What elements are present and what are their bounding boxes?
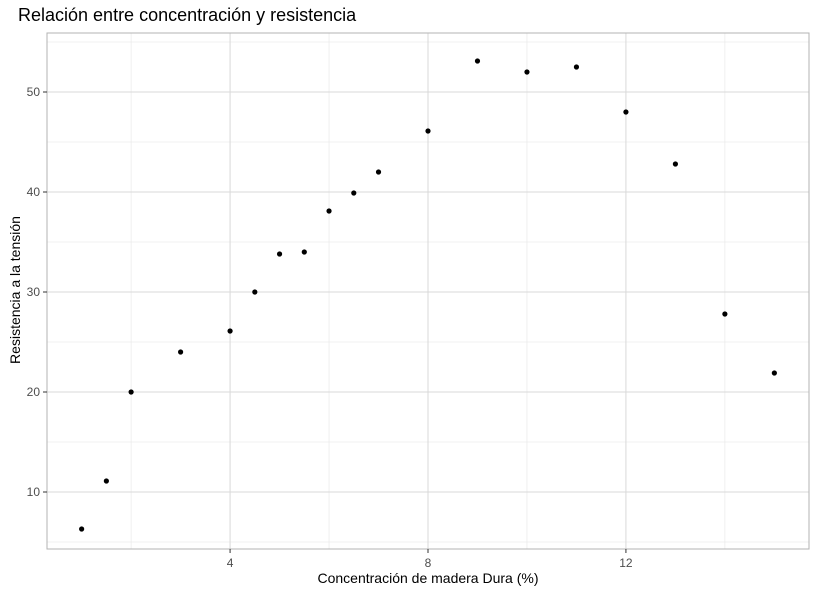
major-gridlines xyxy=(47,33,809,549)
data-point xyxy=(623,109,629,115)
data-point xyxy=(573,64,580,70)
y-tick-label: 10 xyxy=(27,485,41,499)
data-point xyxy=(375,169,382,175)
data-point xyxy=(474,58,481,64)
chart-title: Relación entre concentración y resistenc… xyxy=(18,5,357,25)
y-tick-label: 20 xyxy=(27,385,41,399)
data-point xyxy=(276,251,283,257)
data-point xyxy=(177,349,184,355)
y-axis-title: Resistencia a la tensión xyxy=(7,216,23,364)
y-axis-ticks: 10 20 30 40 50 xyxy=(27,85,47,499)
x-axis-ticks: 4 8 12 xyxy=(227,549,633,570)
data-point xyxy=(524,69,530,75)
y-tick-label: 30 xyxy=(27,285,41,299)
data-point xyxy=(722,311,728,317)
x-tick-label: 12 xyxy=(619,556,633,570)
data-point xyxy=(128,389,134,395)
x-tick-label: 8 xyxy=(425,556,432,570)
data-point xyxy=(425,128,431,134)
data-point xyxy=(326,208,332,214)
data-point xyxy=(79,526,85,532)
data-point xyxy=(351,190,357,196)
x-axis-title: Concentración de madera Dura (%) xyxy=(317,570,539,586)
data-point xyxy=(771,370,777,376)
data-point xyxy=(672,161,679,167)
data-point xyxy=(227,328,233,334)
y-tick-label: 50 xyxy=(27,85,41,99)
data-points xyxy=(79,58,777,532)
y-tick-label: 40 xyxy=(27,185,41,199)
x-tick-label: 4 xyxy=(227,556,234,570)
data-point xyxy=(103,478,109,484)
data-point xyxy=(252,289,258,295)
data-point xyxy=(301,249,307,255)
